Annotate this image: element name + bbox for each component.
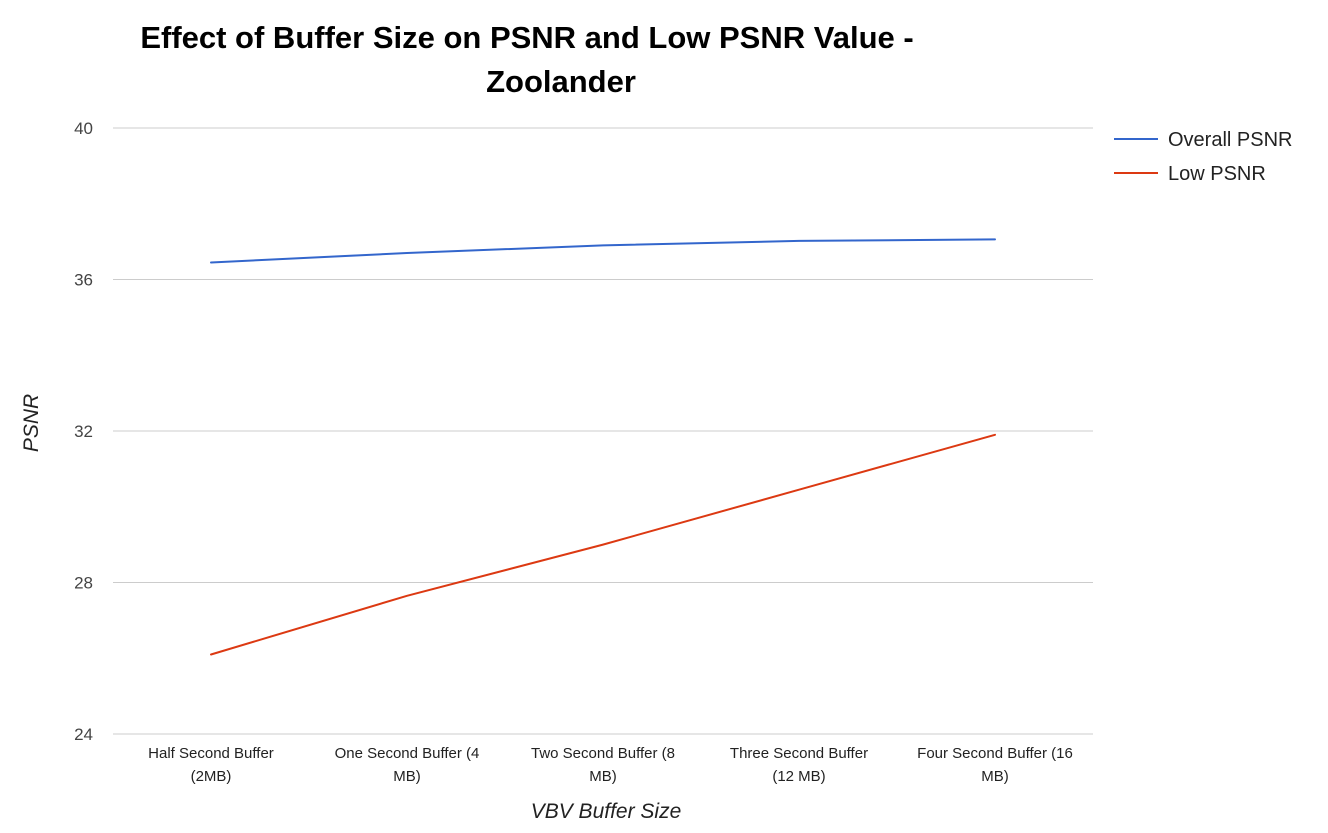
series-lines <box>210 238 996 656</box>
legend-label: Low PSNR <box>1168 163 1266 185</box>
x-axis-title: VBV Buffer Size <box>531 800 682 823</box>
x-tick-label: Three Second Buffer <box>730 745 868 762</box>
x-tick-label: Two Second Buffer (8 <box>531 745 675 762</box>
y-tick-label: 40 <box>74 119 93 138</box>
series-line-overall-psnr <box>210 238 996 264</box>
x-tick-label: Half Second Buffer <box>148 745 274 762</box>
legend-label: Overall PSNR <box>1168 129 1292 151</box>
x-tick-label: One Second Buffer (4 <box>335 745 480 762</box>
y-tick-label: 24 <box>74 725 93 744</box>
x-tick-label: Four Second Buffer (16 <box>917 745 1073 762</box>
x-tick-label: MB) <box>589 768 617 785</box>
y-tick-label: 32 <box>74 422 93 441</box>
y-axis-title: PSNR <box>20 394 43 452</box>
chart-title-line-1: Effect of Buffer Size on PSNR and Low PS… <box>140 20 913 55</box>
chart-title-line-2: Zoolander <box>486 64 636 99</box>
x-tick-label: (12 MB) <box>772 768 825 785</box>
x-tick-label: (2MB) <box>191 768 232 785</box>
y-axis-ticks: 24 28 32 36 40 <box>74 119 93 744</box>
y-tick-label: 36 <box>74 271 93 290</box>
y-tick-label: 28 <box>74 574 93 593</box>
x-tick-label: MB) <box>393 768 421 785</box>
x-tick-label: MB) <box>981 768 1009 785</box>
gridlines <box>113 127 1093 735</box>
chart-title: Effect of Buffer Size on PSNR and Low PS… <box>140 20 913 99</box>
series-line-low-psnr <box>210 433 996 656</box>
legend: Overall PSNR Low PSNR <box>1114 129 1292 185</box>
x-axis-ticks: Half Second Buffer (2MB) One Second Buffer… <box>148 745 1073 785</box>
